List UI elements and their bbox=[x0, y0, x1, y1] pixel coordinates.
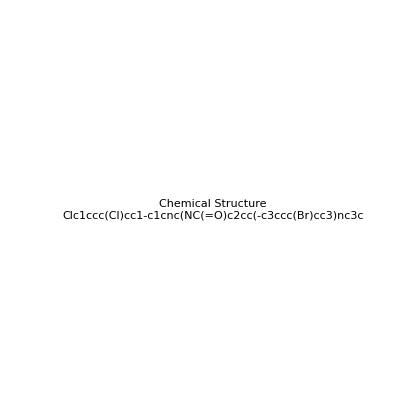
Text: Chemical Structure
Clc1ccc(Cl)cc1-c1cnc(NC(=O)c2cc(-c3ccc(Br)cc3)nc3c: Chemical Structure Clc1ccc(Cl)cc1-c1cnc(… bbox=[62, 199, 364, 220]
